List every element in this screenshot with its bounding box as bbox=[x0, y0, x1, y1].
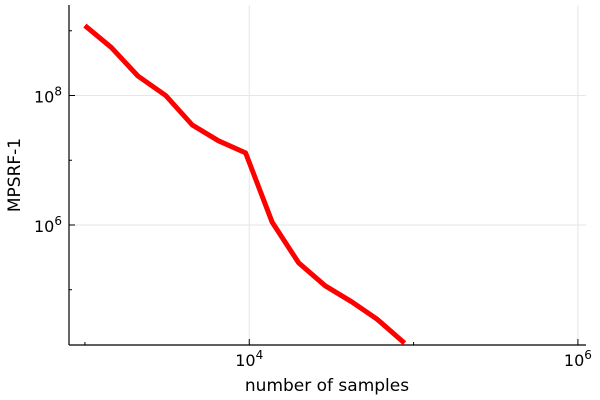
grid-lines bbox=[69, 5, 586, 345]
x-tick-exponent: 6 bbox=[584, 348, 592, 362]
minor-ticks bbox=[69, 31, 578, 345]
x-tick-exponent: 4 bbox=[256, 348, 264, 362]
y-tick-label: 108 bbox=[34, 85, 62, 107]
y-tick-exponent: 8 bbox=[54, 85, 62, 99]
series-group bbox=[85, 26, 405, 344]
y-axis-label: MPSRF-1 bbox=[5, 138, 25, 212]
x-tick-label: 106 bbox=[564, 348, 592, 370]
x-tick-label: 104 bbox=[235, 348, 263, 370]
axes bbox=[69, 5, 586, 345]
y-tick-labels: 106 108 bbox=[34, 85, 62, 236]
y-tick-exponent: 6 bbox=[54, 214, 62, 228]
x-tick-labels: 104 106 bbox=[235, 348, 592, 370]
series-line bbox=[85, 26, 405, 344]
y-tick-label: 106 bbox=[34, 214, 62, 236]
x-axis-label: number of samples bbox=[245, 376, 409, 396]
